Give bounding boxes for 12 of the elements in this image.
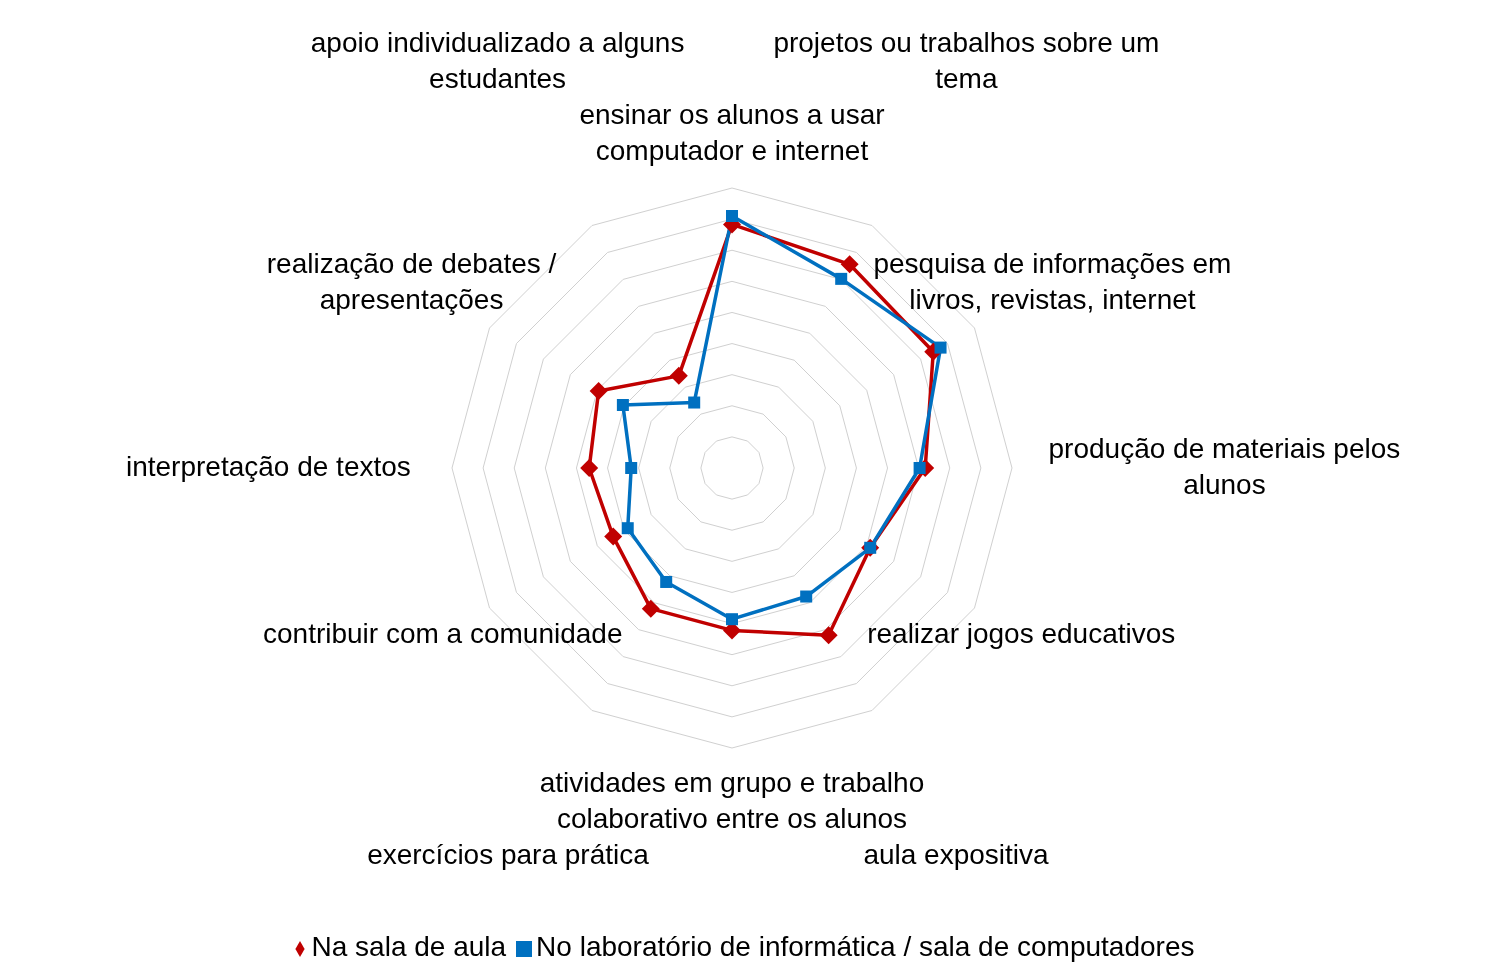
spoke-label: realização de debates / apresentações bbox=[266, 248, 557, 315]
spoke-label: aula expositiva bbox=[863, 839, 1050, 870]
spoke-label: produção de materiais pelos alunos bbox=[1048, 433, 1401, 500]
spoke-label: ensinar os alunos a usar computador e internet bbox=[579, 99, 885, 166]
spoke-label: projetos ou trabalhos sobre um tema bbox=[773, 27, 1160, 94]
spoke-label: realizar jogos educativos bbox=[867, 618, 1176, 649]
spoke-label: contribuir com a comunidade bbox=[262, 618, 623, 649]
spoke-label: interpretação de textos bbox=[125, 451, 411, 482]
legend-label: No laboratório de informática / sala de computadores bbox=[536, 931, 1195, 962]
spoke-label: exercícios para prática bbox=[367, 839, 650, 870]
legend-label: Na sala de aula bbox=[311, 931, 507, 962]
spoke-label: pesquisa de informações em livros, revistas, internet bbox=[873, 248, 1232, 315]
